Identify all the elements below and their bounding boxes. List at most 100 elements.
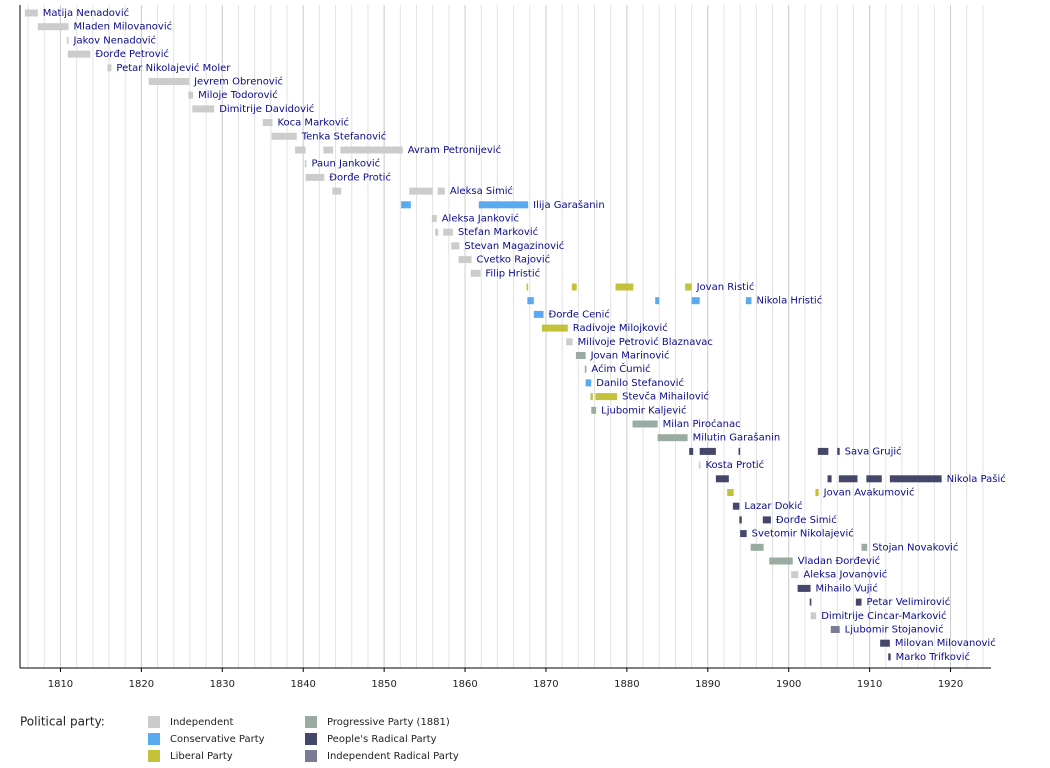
x-tick-label: 1900 — [776, 679, 801, 690]
pm-name: Aleksa Janković — [442, 213, 519, 225]
pm-name: Kosta Protić — [706, 459, 765, 471]
term-bar — [527, 297, 534, 305]
pm-name: Đorđe Cenić — [549, 308, 610, 320]
pm-name: Đorđe Protić — [329, 171, 391, 183]
pm-name: Ljubomir Stojanović — [845, 624, 944, 636]
term-bar — [657, 434, 688, 442]
term-bar — [526, 283, 529, 291]
pm-name: Paun Janković — [311, 158, 380, 170]
x-tick-label: 1820 — [129, 679, 154, 690]
term-bar — [584, 365, 587, 373]
pm-name: Stefan Marković — [458, 226, 538, 238]
pm-name: Nikola Pašić — [947, 473, 1006, 485]
term-bar — [409, 187, 433, 195]
term-bar — [655, 297, 660, 305]
legend-title: Political party: — [20, 715, 105, 729]
pm-name: Svetomir Nikolajević — [752, 528, 854, 540]
term-bar — [739, 516, 742, 524]
term-bar — [37, 23, 69, 31]
term-bar — [837, 447, 840, 455]
term-bar — [340, 146, 403, 154]
term-bar — [435, 228, 439, 236]
pm-name: Petar Nikolajević Moler — [116, 62, 231, 74]
term-bar — [332, 187, 342, 195]
term-bar — [541, 324, 568, 332]
x-tick-label: 1830 — [210, 679, 235, 690]
pm-name: Stevan Magazinović — [464, 240, 564, 252]
term-bar — [855, 598, 862, 606]
term-bar — [809, 598, 812, 606]
pm-name: Marko Trifković — [896, 651, 970, 663]
x-tick-label: 1810 — [48, 679, 73, 690]
term-bar — [188, 91, 194, 99]
pm-name: Ilija Garašanin — [533, 199, 605, 211]
pm-name: Petar Velimirović — [867, 596, 951, 608]
term-bar — [817, 447, 829, 455]
pm-name: Radivoje Milojković — [573, 322, 668, 334]
term-bar — [591, 406, 597, 414]
term-bar — [632, 420, 658, 428]
pm-name: Ljubomir Kaljević — [601, 404, 686, 416]
pm-name: Cvetko Rajović — [477, 254, 551, 266]
term-bar — [566, 338, 573, 346]
term-bar — [861, 543, 868, 551]
pm-name: Avram Petronijević — [408, 144, 501, 156]
legend-swatch — [305, 733, 317, 745]
pm-name: Jovan Marinović — [590, 350, 670, 362]
term-bar — [738, 447, 741, 455]
term-bar — [830, 626, 840, 633]
term-bar — [791, 571, 799, 579]
term-bar — [838, 475, 858, 483]
term-bar — [732, 502, 740, 510]
legend-swatch — [305, 716, 317, 728]
pm-name: Aleksa Jovanović — [803, 569, 887, 581]
pm-name: Stevča Mihailović — [622, 391, 709, 403]
pm-name: Milutin Garašanin — [693, 432, 781, 444]
term-bar — [689, 447, 694, 455]
term-bar — [685, 283, 692, 291]
term-bar — [699, 447, 716, 455]
term-bar — [889, 475, 942, 483]
term-bar — [148, 78, 190, 85]
legend-label: Independent Radical Party — [327, 751, 459, 762]
term-bar — [827, 475, 832, 483]
pm-name: Đorđe Petrović — [95, 48, 169, 60]
term-bar — [458, 256, 472, 264]
pm-name: Miloje Todorović — [198, 89, 278, 101]
term-bar — [451, 242, 460, 250]
x-tick-label: 1910 — [857, 679, 882, 690]
x-tick-label: 1860 — [452, 679, 477, 690]
term-bar — [533, 310, 544, 318]
pm-name: Dimitrije Cincar-Marković — [821, 610, 946, 622]
term-bar — [866, 475, 882, 483]
term-bar — [295, 146, 306, 154]
term-bar — [443, 228, 453, 236]
pm-name: Milivoje Petrović Blaznavac — [578, 336, 713, 348]
term-bar — [107, 64, 112, 72]
pm-name: Jevrem Obrenović — [193, 76, 283, 88]
term-bar — [715, 475, 729, 483]
pm-name: Aćim Čumić — [591, 362, 650, 375]
legend-swatch — [148, 716, 160, 728]
pm-name: Jovan Avakumović — [823, 487, 915, 499]
term-bar — [880, 639, 890, 647]
x-tick-label: 1920 — [938, 679, 963, 690]
pm-name: Dimitrije Davidović — [219, 103, 314, 115]
pm-name: Matija Nenadović — [43, 7, 129, 19]
term-bar — [585, 379, 592, 387]
x-tick-label: 1880 — [614, 679, 639, 690]
term-bar — [888, 653, 891, 661]
term-bar — [304, 160, 307, 168]
legend-label: People's Radical Party — [327, 734, 437, 745]
pm-name: Nikola Hristić — [756, 295, 822, 307]
legend-swatch — [148, 750, 160, 762]
legend-swatch — [305, 750, 317, 762]
pm-name: Lazar Dokić — [744, 500, 802, 512]
term-bar — [750, 543, 764, 551]
term-bar — [401, 201, 411, 209]
term-bar — [305, 173, 325, 181]
term-bar — [271, 132, 297, 140]
term-bar — [815, 489, 819, 496]
term-bar — [590, 393, 593, 401]
term-bar — [470, 269, 481, 277]
